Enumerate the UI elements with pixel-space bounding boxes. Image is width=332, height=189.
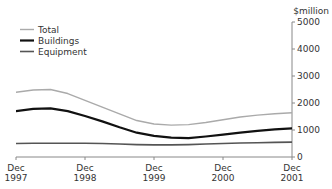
y-tick-label: 0	[297, 152, 303, 162]
y-tick	[292, 130, 295, 131]
x-tick-label: Dec1997	[5, 163, 28, 183]
y-tick-label: 2000	[297, 98, 320, 108]
background	[0, 0, 332, 189]
line	[16, 90, 292, 126]
x-tick-label: Dec2000	[212, 163, 235, 183]
chart: 0 1000 2000 3000 4000 5000 Dec1997 Dec1998 Dec19…	[0, 0, 332, 189]
legend-label: Total	[37, 25, 59, 35]
x-tick-label: Dec1999	[143, 163, 166, 183]
legend-label: Equipment	[38, 47, 87, 57]
x-tick-label: Dec2001	[281, 163, 304, 183]
y-tick-label: 3000	[297, 71, 320, 81]
y-tick	[292, 22, 295, 23]
legend: TotalBuildingsEquipment	[20, 25, 87, 57]
x-tick	[292, 157, 293, 160]
y-tick	[292, 103, 295, 104]
x-tick-label: Dec1998	[74, 163, 97, 183]
y-tick-label: 4000	[297, 44, 320, 54]
legend-swatch	[20, 39, 34, 41]
y-tick-label: 1000	[297, 125, 320, 135]
legend-swatch	[20, 29, 34, 30]
y-axis-label: $million	[293, 6, 329, 16]
y-axis-line	[292, 22, 293, 157]
x-tick	[154, 157, 155, 160]
legend-swatch	[20, 51, 34, 53]
line	[16, 108, 292, 138]
legend-label: Buildings	[38, 36, 80, 46]
y-tick-label: 5000	[297, 17, 320, 27]
plot-area	[16, 90, 292, 145]
line	[16, 142, 292, 145]
y-tick	[292, 49, 295, 50]
x-tick	[223, 157, 224, 160]
x-tick	[16, 157, 17, 160]
x-tick	[85, 157, 86, 160]
y-tick	[292, 76, 295, 77]
